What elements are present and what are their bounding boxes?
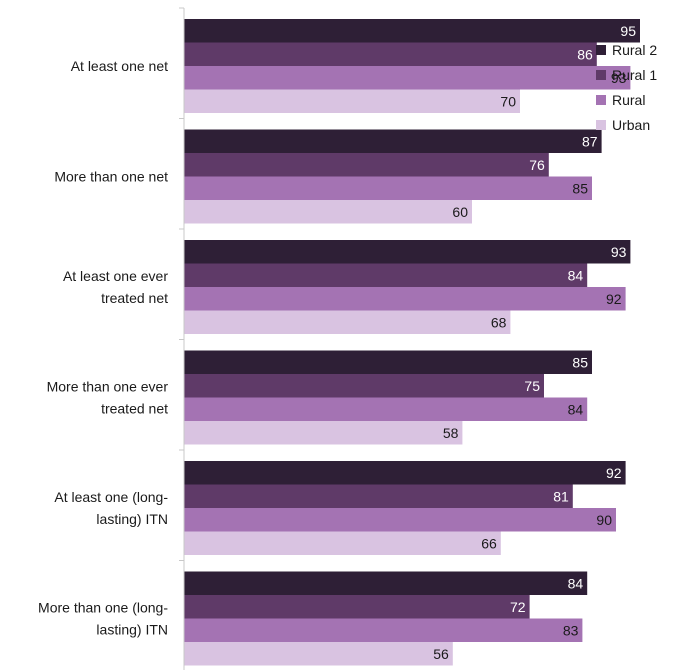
category-label: At least one (long-lasting) ITN [54,489,168,527]
data-label: 81 [553,488,569,504]
category-label-line: treated net [101,401,168,417]
legend-swatch [596,95,606,105]
category-label: More than one (long-lasting) ITN [38,600,168,638]
data-label: 56 [433,646,449,662]
legend-swatch [596,70,606,80]
data-label: 95 [620,23,636,39]
bar [184,19,640,43]
axis-layer [179,7,185,670]
data-label: 84 [568,575,584,591]
category-label: More than one ever treated net [47,379,169,417]
category-label-line: lasting) ITN [96,511,168,527]
data-label: 72 [510,599,526,615]
data-label: 76 [529,157,545,173]
data-label: 84 [568,401,584,417]
bar [184,310,511,334]
category-label: At least one ever treated net [63,268,168,306]
data-label: 93 [611,244,627,260]
bar [184,618,583,642]
category-label-line: More than one (long- [38,600,168,616]
category-label: At least one net [71,58,168,74]
legend-label: Rural 2 [612,42,657,58]
data-label: 83 [563,622,579,638]
bar [184,571,588,595]
category-label-line: At least one ever [63,268,168,284]
category-label-line: More than one ever [47,379,169,395]
data-label: 85 [572,354,588,370]
category-label-line: lasting) ITN [96,622,168,638]
bar [184,240,631,264]
legend-swatch [596,45,606,55]
bar [184,153,549,177]
data-label: 92 [606,291,622,307]
bar [184,176,592,200]
category-label-line: At least one net [71,58,168,74]
bar [184,484,573,508]
data-label: 75 [524,378,540,394]
bar [184,461,626,485]
data-label: 86 [577,46,593,62]
data-label: 84 [568,267,584,283]
data-label: 66 [481,535,497,551]
data-label: 68 [491,314,507,330]
bar [184,129,602,153]
data-label: 70 [500,93,516,109]
bar [184,200,472,224]
category-label: More than one net [54,169,168,185]
data-label: 58 [443,425,459,441]
data-label: 87 [582,133,598,149]
data-label: 92 [606,465,622,481]
bar [184,421,463,445]
bar [184,508,616,532]
bar [184,642,453,666]
bar [184,66,631,90]
data-label: 90 [596,512,612,528]
bar [184,287,626,311]
category-label-line: At least one (long- [54,489,168,505]
data-label: 60 [452,204,468,220]
bar [184,350,592,374]
legend-label: Rural [612,92,645,108]
legend-label: Rural 1 [612,67,657,83]
bars-layer: 95 86 93 70 87 76 85 60 93 84 92 68 85 75 84 58 92 81 90 66… [184,19,640,666]
bar [184,595,530,619]
category-label-line: treated net [101,290,168,306]
bar [184,531,501,555]
bar [184,89,520,113]
bar [184,374,544,398]
bar [184,263,588,287]
category-label-line: More than one net [54,169,168,185]
bar [184,42,597,66]
data-label: 85 [572,180,588,196]
legend-label: Urban [612,117,650,133]
bar [184,397,588,421]
data-label: 93 [611,70,627,86]
category-labels: At least one net More than one net At leas… [38,58,168,638]
legend-swatch [596,120,606,130]
legend: Rural 2 Rural 1 Rural Urban [596,42,657,133]
